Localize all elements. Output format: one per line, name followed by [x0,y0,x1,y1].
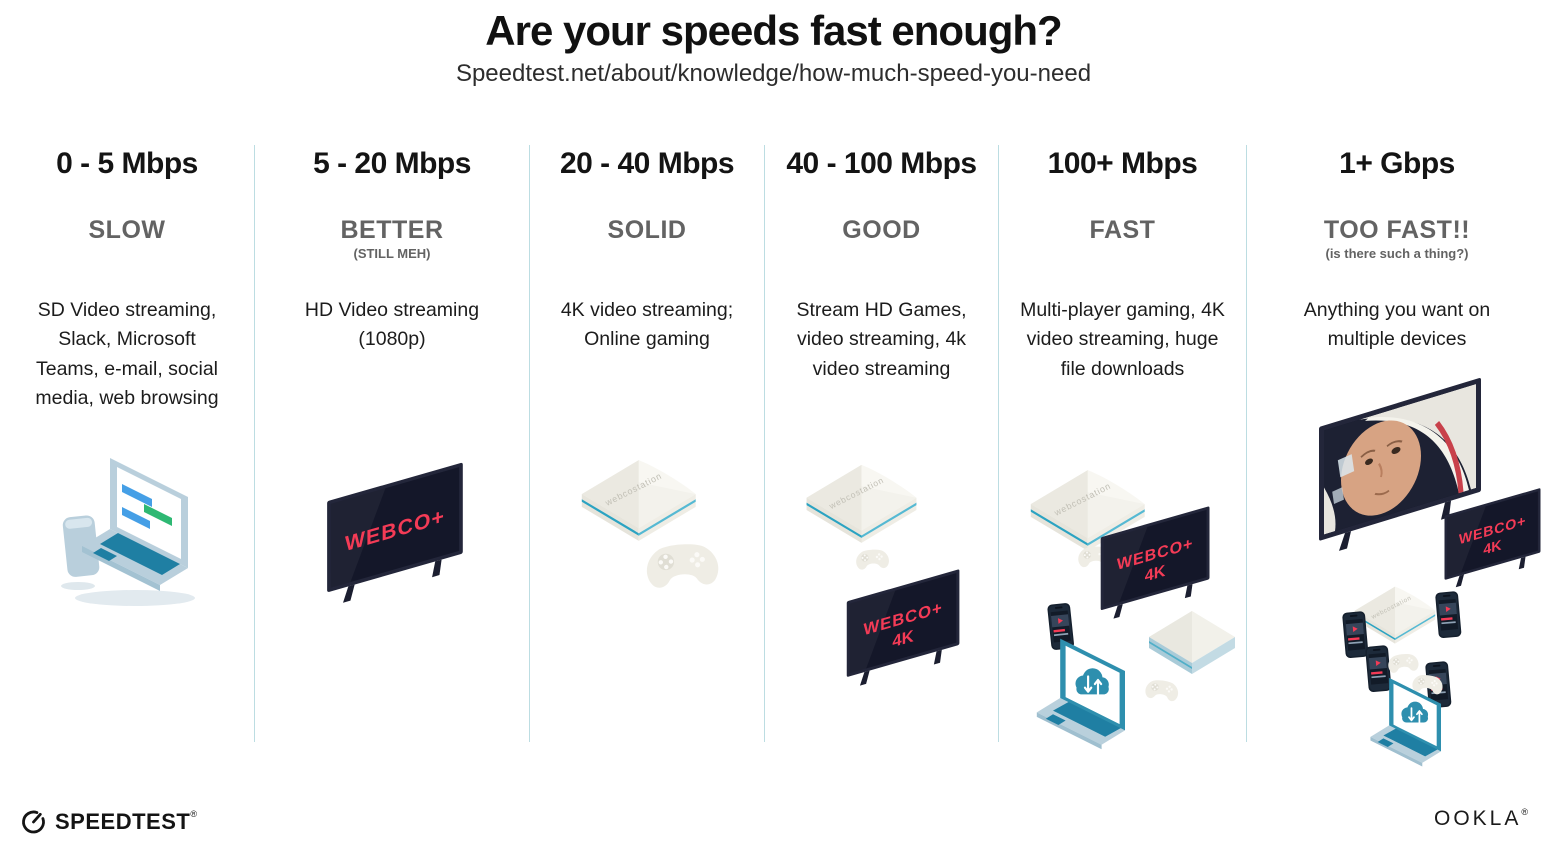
rating-label: BETTER [340,216,444,244]
speedtest-gauge-icon [22,810,45,834]
tv-screen-4k-label: 4K [1483,537,1502,558]
console-and-4k-tv-illustration: WEBCO+ 4K [806,464,960,690]
laptop-shape [82,458,188,591]
multi-device-illustration: WEBCO+ 4K [1030,470,1235,751]
ookla-logo: OOKLA® [1434,807,1531,831]
rating-note: (is there such a thing?) [1325,246,1469,261]
phone-shape [62,515,100,577]
rating-label: SLOW [88,216,166,244]
big-movie-tv-shape [1319,377,1481,551]
chat-bubble-blue [122,507,150,529]
rating-label: TOO FAST!! [1323,216,1471,244]
speedtest-wordmark: SPEEDTEST [55,808,191,834]
speed-range: 20 - 40 Mbps [559,147,735,180]
laptop-and-phone-illustration [61,458,195,606]
many-devices-illustration: WEBCO+ 4K [1319,377,1541,768]
game-console-illustration [581,460,720,589]
column-description: HD Video streaming (1080p) [304,299,480,351]
speed-column-40-100-mbps: 40 - 100 Mbps GOOD Stream HD Games, vide… [765,145,999,742]
chat-bubble-green [144,504,172,526]
column-description: SD Video streaming, Slack, Microsoft Tea… [35,299,219,409]
speed-range: 100+ Mbps [1047,147,1198,180]
speed-column-0-5-mbps: 0 - 5 Mbps SLOW SD Video streaming, Slac… [0,145,255,742]
astronaut-movie-still [1324,384,1476,535]
hd-tv-illustration: WEBCO+ [327,462,463,608]
ookla-trademark: ® [1521,807,1531,817]
rating-label: SOLID [607,216,687,244]
speed-range: 5 - 20 Mbps [313,147,471,180]
page-title: Are your speeds fast enough? [485,7,1062,54]
tv-screen-4k-label: 4K [892,626,914,651]
rating-label: GOOD [842,216,921,244]
page-header: Are your speeds fast enough? Speedtest.n… [0,7,1547,88]
speed-column-20-40-mbps: 20 - 40 Mbps SOLID 4K video streaming; O… [530,145,765,742]
speedtest-logo: SPEEDTEST® [20,808,197,835]
small-4k-tv-shape: WEBCO+ 4K [1444,487,1541,591]
chat-bubble-blue [122,484,152,507]
speed-range: 1+ Gbps [1339,147,1455,180]
column-description: 4K video streaming; Online gaming [560,299,734,351]
tv-screen-4k-label: 4K [1145,562,1166,586]
rating-label: FAST [1089,216,1156,244]
page-subtitle-url: Speedtest.net/about/knowledge/how-much-s… [455,60,1092,88]
speed-range: 40 - 100 Mbps [786,147,977,180]
speed-column-5-20-mbps: 5 - 20 Mbps BETTER (STILL MEH) HD Video … [255,145,530,742]
speed-columns: 0 - 5 Mbps SLOW SD Video streaming, Slac… [0,145,1547,768]
speedtest-trademark: ® [190,808,197,819]
speed-range: 0 - 5 Mbps [56,147,198,180]
speed-column-1plus-gbps: 1+ Gbps TOO FAST!! (is there such a thin… [1247,145,1547,768]
rating-note: (STILL MEH) [353,246,431,261]
column-description: Anything you want on multiple devices [1303,299,1491,351]
column-description: Stream HD Games, video streaming, 4k vid… [796,299,967,380]
ookla-wordmark: OOKLA [1433,807,1522,830]
speed-column-100plus-mbps: 100+ Mbps FAST Multi-player gaming, 4K v… [999,145,1247,751]
column-description: Multi-player gaming, 4K video streaming,… [1020,299,1225,380]
